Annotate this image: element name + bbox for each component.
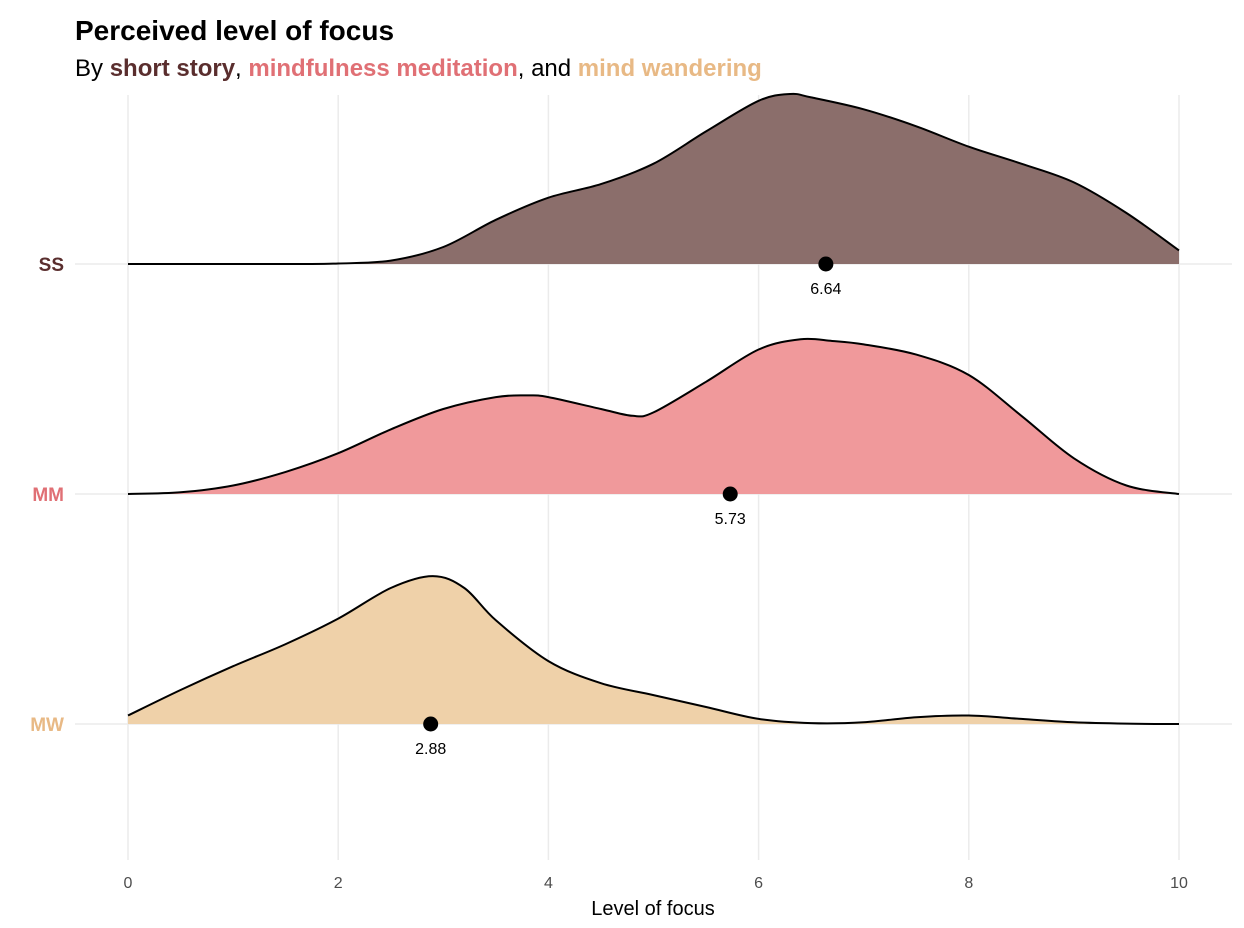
mean-label-mm: 5.73 <box>715 511 746 528</box>
subtitle-sep2: , and <box>517 55 578 82</box>
y-axis: SS MM MW <box>30 255 64 736</box>
mean-label-mw: 2.88 <box>415 741 446 758</box>
x-axis: 0 2 4 6 8 10 <box>124 875 1188 892</box>
mean-label-ss: 6.64 <box>810 281 841 298</box>
mean-point-ss <box>818 256 834 272</box>
y-label-ss: SS <box>39 255 64 276</box>
ridge-line-mm <box>127 337 1180 495</box>
ridge-area-ss <box>128 93 1179 265</box>
y-label-mm: MM <box>32 485 64 506</box>
x-tick-label-0: 0 <box>124 875 133 892</box>
y-label-mw: MW <box>30 715 64 736</box>
x-tick-label-10: 10 <box>1170 875 1188 892</box>
x-tick-label-2: 2 <box>334 875 343 892</box>
subtitle-sep1: , <box>235 55 249 82</box>
ridge-line-mw <box>127 575 1180 725</box>
x-tick-label-8: 8 <box>964 875 973 892</box>
x-axis-title: Level of focus <box>591 898 714 920</box>
mean-point-mw <box>423 716 439 732</box>
chart-subtitle: By short story, mindfulness meditation, … <box>75 55 762 83</box>
chart-title: Perceived level of focus <box>75 15 395 46</box>
ridge-area-mw <box>128 576 1179 724</box>
mean-markers: 6.64 5.73 2.88 <box>415 256 842 758</box>
ridge-line-ss <box>127 92 1180 266</box>
subtitle-ss: short story <box>109 55 236 82</box>
ridge-area-mm <box>128 338 1179 494</box>
subtitle-prefix: By <box>75 55 110 82</box>
x-tick-label-6: 6 <box>754 875 763 892</box>
density-ridges <box>127 92 1180 725</box>
subtitle-mw: mind wandering <box>577 55 762 82</box>
mean-point-mm <box>722 486 738 502</box>
x-tick-label-4: 4 <box>544 875 553 892</box>
subtitle-mm: mindfulness meditation <box>248 55 518 82</box>
